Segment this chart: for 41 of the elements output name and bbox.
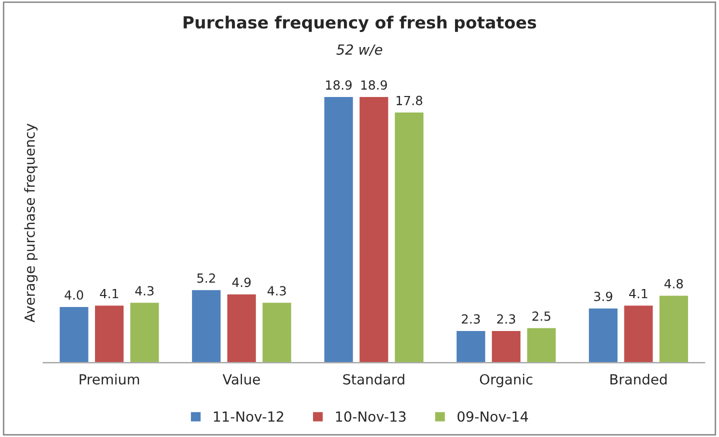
bar <box>455 330 487 363</box>
bar <box>261 301 293 363</box>
x-tick-label: Value <box>222 374 260 385</box>
chart-title: Purchase frequency of fresh potatoes <box>184 16 536 32</box>
bar <box>58 306 90 363</box>
bar <box>94 304 125 363</box>
bar <box>128 301 160 363</box>
bar <box>322 96 354 363</box>
bar <box>358 96 390 363</box>
legend-label: 10-Nov-13 <box>336 411 406 422</box>
data-label: 5.2 <box>197 273 215 283</box>
bar <box>658 294 690 363</box>
data-label: 4.1 <box>100 289 118 298</box>
data-label: 3.9 <box>594 292 612 302</box>
chart-subtitle: 52 w/e <box>336 44 382 56</box>
x-tick-label: Standard <box>343 374 404 385</box>
bar <box>526 326 558 363</box>
data-label: 17.8 <box>396 96 422 106</box>
legend-label: 11-Nov-12 <box>214 411 284 422</box>
x-tick-label: Organic <box>480 374 532 388</box>
x-tick-label: Branded <box>610 374 667 385</box>
bar <box>190 288 222 363</box>
data-label: 2.3 <box>497 314 516 324</box>
bar <box>490 330 522 363</box>
data-label: 4.9 <box>232 278 251 288</box>
data-label: 18.9 <box>326 80 352 90</box>
legend-label: 09-Nov-14 <box>458 411 528 422</box>
data-label: 2.5 <box>532 311 550 321</box>
bar <box>226 292 258 363</box>
data-label: 4.3 <box>135 286 154 296</box>
data-label: 4.0 <box>64 290 84 300</box>
data-label: 2.3 <box>462 314 480 324</box>
bar <box>393 111 425 363</box>
bar <box>622 304 654 363</box>
data-label: 4.1 <box>629 289 648 298</box>
data-label: 4.3 <box>268 286 286 296</box>
data-label: 18.9 <box>361 80 387 90</box>
data-label: 4.8 <box>664 279 683 288</box>
x-tick-label: Premium <box>80 374 140 385</box>
y-axis-title: Average purchase frequency <box>24 124 38 322</box>
bar <box>588 307 619 363</box>
